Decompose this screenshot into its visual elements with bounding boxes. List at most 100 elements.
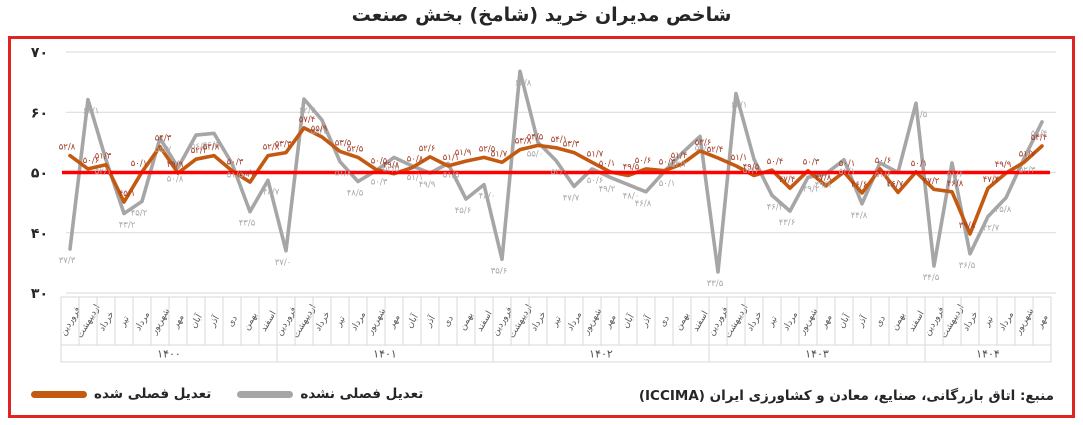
data-label: ۴۴/۸	[851, 211, 868, 221]
data-label: ۵۴/۱	[551, 135, 568, 145]
data-label: ۵۰/۱	[911, 159, 928, 169]
data-label: ۵۳/۳	[563, 140, 580, 150]
data-label: ۴۶/۲	[767, 202, 784, 212]
data-label: ۵۱/۷	[1019, 149, 1036, 159]
data-label: ۵۰/۳	[371, 178, 388, 188]
data-label: ۵۳/۳	[275, 140, 292, 150]
data-label: ۵۰/۱	[599, 159, 616, 169]
month-label: بهمن	[242, 311, 260, 332]
data-label: ۵۱/۵	[443, 170, 460, 180]
data-label: ۵۸/۷	[311, 127, 328, 137]
data-label: ۴۲/۷	[983, 223, 1000, 233]
unadjusted-series-swatch-icon	[237, 390, 294, 398]
data-label: ۵۲/۸	[203, 143, 220, 153]
month-label: بهمن	[674, 311, 692, 332]
month-label: دی	[874, 314, 888, 329]
data-label: ۴۳/۵	[239, 219, 256, 229]
data-label: ۴۳/۲	[119, 220, 136, 230]
page-title: شاخص مدیران خرید (شامخ) بخش صنعت	[351, 4, 732, 26]
data-label: ۵۱/۷	[491, 149, 508, 159]
data-label: ۴۳/۶	[779, 218, 796, 228]
legend-label-unadjusted: تعدیل فصلی نشده	[300, 386, 424, 402]
data-label: ۵۱/۱	[443, 153, 460, 163]
data-label: ۵۵/۰	[527, 149, 544, 159]
y-axis-ticks: ۷۰ ۶۰ ۵۰ ۴۰ ۳۰	[31, 45, 48, 302]
data-label: ۳۹/۸	[959, 221, 976, 231]
adjusted-data-labels: ۵۲/۸۵۰/۶۵۱/۳۴۵/۱۵۰/۱۵۴/۳۴۹/۹۵۲/۲۵۲/۸۵۰/۳…	[59, 115, 1048, 231]
data-label: ۵۰/۶	[635, 156, 652, 166]
data-label: ۶۶/۸	[515, 78, 532, 88]
month-label: مهر	[171, 313, 187, 331]
data-label: ۴۸/۰	[479, 192, 496, 202]
data-label: ۴۵/۱	[119, 189, 136, 199]
month-label: دی	[226, 314, 240, 329]
data-label: ۴۶/۸	[635, 199, 652, 209]
data-label: ۶۳/۱	[731, 101, 748, 111]
year-label: ۱۴۰۴	[976, 348, 1000, 361]
data-label: ۵۰/۴	[767, 157, 784, 167]
y-axis-tick-label: ۷۰	[31, 45, 48, 61]
data-label: ۳۷/۳	[59, 256, 76, 266]
data-label: ۴۶/۶	[851, 180, 868, 190]
data-label: ۴۷/۲	[923, 176, 940, 186]
data-label: ۵۲/۲	[743, 166, 760, 176]
data-label: ۵۵/۷	[155, 145, 172, 155]
data-label: ۵۰/۳	[227, 158, 244, 168]
source-note: منبع: اتاق بازرگانی، صنایع، معادن و کشاو…	[638, 388, 1054, 404]
data-label: ۴۵/۲	[131, 208, 148, 218]
data-label: ۵۰/۸	[407, 155, 424, 165]
month-label: آبان	[187, 311, 205, 330]
data-label: ۳۶/۵	[959, 261, 976, 271]
y-axis-tick-label: ۶۰	[31, 105, 48, 121]
data-label: ۴۵/۸	[995, 205, 1012, 215]
data-label: ۵۳/۶	[695, 138, 712, 148]
year-label: ۱۴۰۱	[373, 348, 397, 361]
data-label: ۵۰/۶	[83, 156, 100, 166]
data-label: ۴۶/۷	[887, 179, 904, 189]
month-label: تیر	[549, 314, 564, 329]
data-label: ۵۲/۱	[839, 167, 856, 177]
data-label: ۵۰/۳	[803, 158, 820, 168]
data-label: ۵۰/۱	[131, 159, 148, 169]
month-label: خرداد	[961, 310, 980, 333]
data-label: ۵۰/۰	[887, 180, 904, 190]
data-label: ۵۲/۰	[551, 167, 568, 177]
data-label: ۴۹/۲	[599, 184, 616, 194]
month-label: دی	[442, 314, 456, 329]
month-label: آذر	[422, 313, 439, 330]
data-label: ۴۷/۸	[815, 173, 832, 183]
data-label: ۵۱/۶	[875, 170, 892, 180]
data-label: ۴۹/۹	[419, 180, 436, 190]
data-label: ۴۷/۴	[983, 175, 1000, 185]
data-label: ۵۲/۵	[383, 164, 400, 174]
month-label: دی	[658, 314, 672, 329]
data-label: ۵۱/۴	[671, 151, 688, 161]
data-label: ۳۴/۵	[923, 273, 940, 283]
data-label: ۵۲/۲	[191, 146, 208, 156]
month-label: آبان	[835, 311, 853, 330]
data-label: ۴۸/۷	[263, 187, 280, 197]
data-label: ۵۱/۳	[95, 152, 112, 162]
data-label: ۵۰/۶	[587, 176, 604, 186]
y-axis-tick-label: ۳۰	[31, 286, 48, 302]
month-label: خرداد	[745, 310, 764, 333]
data-label: ۵۶/۰	[695, 143, 712, 153]
data-label: ۴۸/۴	[239, 169, 256, 179]
data-label: ۶۲/۲	[299, 106, 316, 116]
data-label: ۵۱/۱	[407, 173, 424, 183]
data-label: ۵۲/۳	[1019, 166, 1036, 176]
month-label: مهر	[603, 313, 619, 331]
data-label: ۵۸/۴	[1031, 129, 1048, 139]
data-label: ۴۶/۸	[947, 179, 964, 189]
adjusted-series-line	[68, 126, 1044, 236]
month-label: آذر	[206, 313, 223, 330]
month-label: مهر	[1035, 313, 1051, 331]
data-label: ۳۷/۰	[275, 258, 292, 268]
year-label: ۱۴۰۰	[157, 348, 181, 361]
month-label: تیر	[981, 314, 996, 329]
month-label: آذر	[638, 313, 655, 330]
month-label: تیر	[333, 314, 348, 329]
data-label: ۵۱/۹	[455, 148, 472, 158]
data-label: ۴۷/۴	[779, 175, 796, 185]
data-label: ۵۴/۴	[1031, 133, 1048, 143]
